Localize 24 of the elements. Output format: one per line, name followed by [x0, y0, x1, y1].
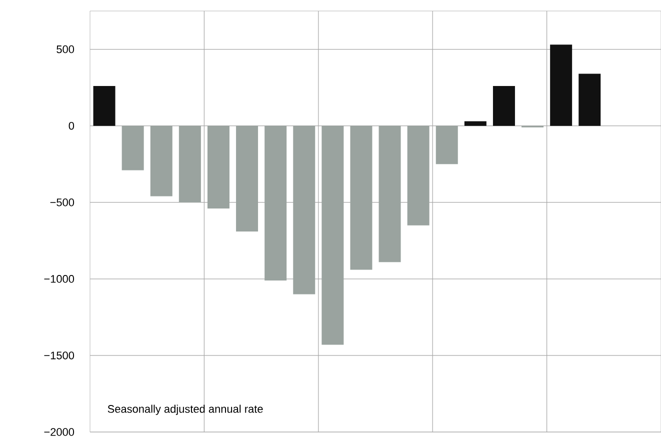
bar [407, 126, 430, 226]
bar [264, 126, 287, 280]
bar [236, 126, 258, 232]
y-tick-label: −1000 [44, 275, 74, 283]
bar [464, 121, 486, 126]
bar [293, 126, 316, 294]
bar [207, 126, 230, 208]
bar [436, 126, 458, 164]
bar [492, 86, 515, 126]
bar [378, 126, 401, 262]
bar [350, 126, 372, 270]
bar [578, 74, 601, 126]
bar [122, 126, 144, 170]
y-tick-label: −500 [50, 198, 74, 206]
y-tick-label: 0 [68, 122, 74, 130]
bar [550, 44, 572, 126]
y-tick-label: 500 [56, 45, 74, 54]
annotation: Seasonally adjusted annual rate [108, 404, 263, 415]
y-tick-label: −2000 [44, 428, 74, 436]
y-tick-label: −1500 [44, 352, 74, 360]
bar [322, 126, 344, 345]
bar [93, 86, 116, 126]
bar [150, 126, 172, 196]
bar [178, 126, 201, 202]
